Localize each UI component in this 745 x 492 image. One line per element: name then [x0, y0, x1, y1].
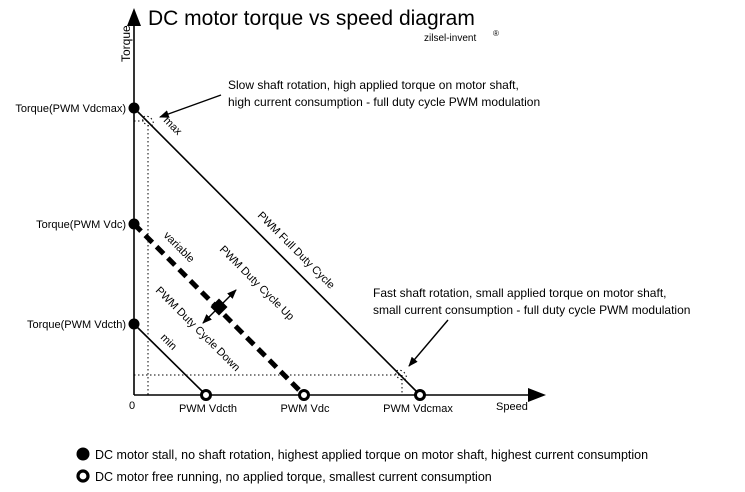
- y-tick-vdcmax: Torque(PWM Vdcmax): [15, 103, 126, 115]
- diagram-title: DC motor torque vs speed diagram: [148, 7, 475, 30]
- free-run-dot-vdc: [298, 389, 310, 401]
- legend-item-stall: DC motor stall, no shaft rotation, highe…: [95, 448, 648, 462]
- registered-mark: ®: [493, 29, 499, 38]
- x-axis-arrow-icon: [528, 388, 546, 402]
- slow-annotation-line2: high current consumption - full duty cyc…: [228, 95, 540, 109]
- stall-dot-vdcmax: [128, 102, 140, 114]
- y-axis-arrow-icon: [127, 8, 141, 26]
- x-axis-label: Speed: [496, 401, 528, 413]
- legend-item-free-running: DC motor free running, no applied torque…: [95, 470, 492, 484]
- y-axis: Torque: [119, 8, 141, 395]
- full-duty-line: [133, 107, 421, 396]
- full-duty-label: PWM Full Duty Cycle: [255, 210, 337, 292]
- y-tick-vdc: Torque(PWM Vdc): [36, 219, 126, 231]
- free-run-dot-vdcth: [200, 389, 212, 401]
- y-axis-label: Torque: [119, 25, 133, 62]
- fast-annotation: Fast shaft rotation, small applied torqu…: [373, 286, 690, 367]
- guide-lines: [134, 115, 407, 395]
- min-label: min: [158, 332, 179, 353]
- stall-dot-vdc: [128, 218, 140, 230]
- fast-annotation-line2: small current consumption - full duty cy…: [373, 303, 690, 317]
- variable-label: variable: [161, 230, 197, 266]
- x-tick-vdcth: PWM Vdcth: [179, 403, 237, 415]
- slow-annotation-line1: Slow shaft rotation, high applied torque…: [228, 78, 519, 92]
- fast-annotation-arrow-icon: [408, 319, 449, 367]
- x-tick-vdcmax: PWM Vdcmax: [383, 403, 453, 415]
- slow-annotation: Slow shaft rotation, high applied torque…: [159, 78, 540, 118]
- arrow-down-left-icon: [202, 306, 220, 324]
- duty-cycle-adjust-marker: [202, 289, 237, 324]
- credit-text: zilsel-invent: [424, 33, 476, 44]
- legend-open-dot-icon: [76, 469, 90, 483]
- duty-up-label: PWM Duty Cycle Up: [217, 244, 296, 323]
- stall-dot-vdcth: [128, 318, 140, 330]
- arrow-up-right-icon: [218, 289, 237, 308]
- legend-filled-dot-icon: [76, 447, 90, 461]
- min-duty-line: [133, 323, 207, 396]
- x-tick-vdc: PWM Vdc: [281, 403, 330, 415]
- fast-annotation-line1: Fast shaft rotation, small applied torqu…: [373, 286, 666, 300]
- free-run-dot-vdcmax: [414, 389, 426, 401]
- slow-annotation-arrow-icon: [159, 94, 222, 118]
- origin-label: 0: [129, 400, 135, 412]
- legend: DC motor stall, no shaft rotation, highe…: [76, 447, 648, 484]
- y-tick-vdcth: Torque(PWM Vdcth): [27, 319, 126, 331]
- max-label: max: [161, 115, 185, 139]
